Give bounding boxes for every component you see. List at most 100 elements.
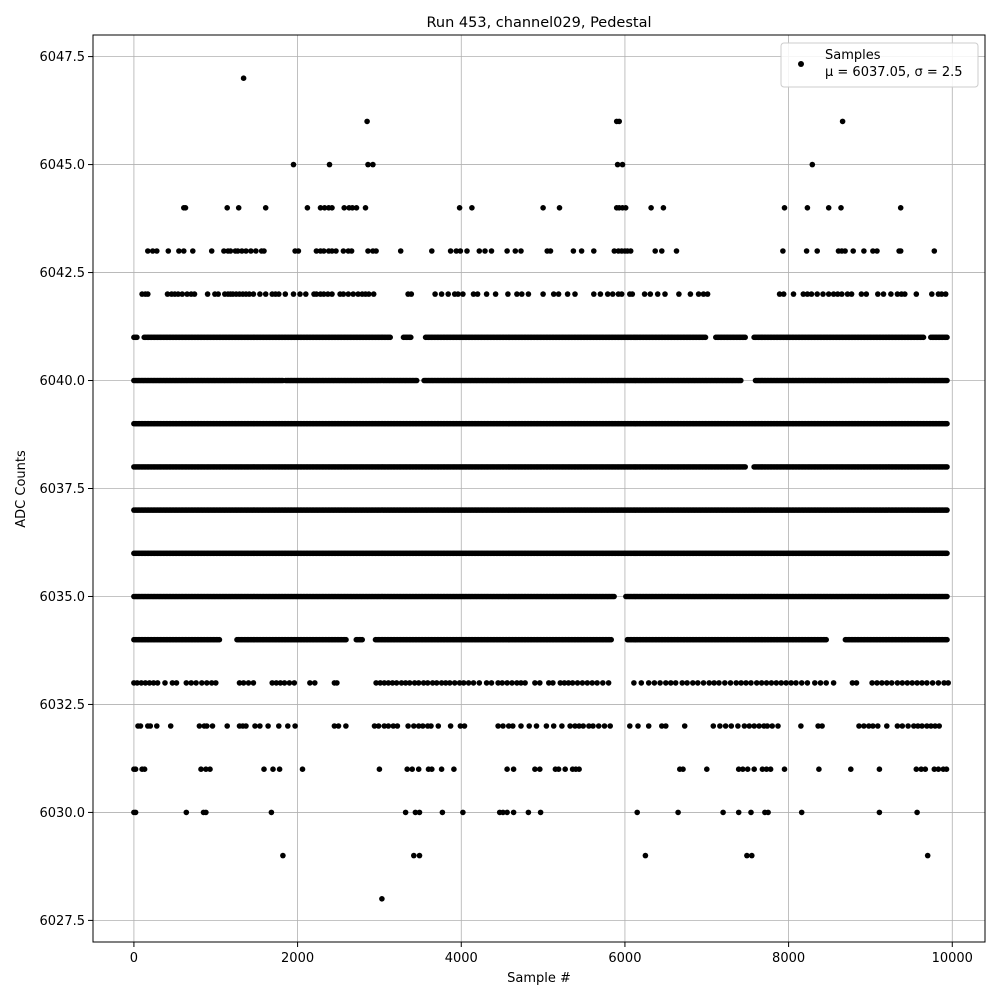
data-point xyxy=(343,723,349,729)
data-point xyxy=(540,205,546,211)
y-tick-label: 6030.0 xyxy=(40,806,86,821)
data-point xyxy=(584,680,591,686)
x-tick-label: 2000 xyxy=(281,951,314,966)
data-point xyxy=(276,723,282,729)
data-point xyxy=(447,248,454,254)
data-point xyxy=(778,680,784,686)
data-point xyxy=(398,680,405,686)
data-point xyxy=(928,723,934,729)
data-point xyxy=(839,118,846,125)
data-point xyxy=(751,766,757,772)
data-point xyxy=(741,723,748,729)
data-point xyxy=(550,680,556,686)
data-point xyxy=(875,723,881,729)
data-point xyxy=(483,291,490,297)
data-point xyxy=(914,680,920,686)
data-point xyxy=(429,766,435,772)
data-point xyxy=(763,680,770,686)
data-point xyxy=(406,680,413,686)
data-point xyxy=(798,809,805,816)
data-point xyxy=(888,680,895,686)
data-point xyxy=(402,680,409,686)
data-point xyxy=(681,723,688,729)
data-point xyxy=(359,636,366,643)
y-tick-label: 6047.5 xyxy=(40,50,86,65)
data-point xyxy=(579,680,586,686)
data-point xyxy=(408,291,415,297)
data-point xyxy=(176,248,182,254)
data-point xyxy=(253,248,259,254)
data-point xyxy=(381,723,388,729)
data-point xyxy=(331,723,338,729)
data-point xyxy=(654,291,661,297)
data-point xyxy=(333,248,339,254)
data-point xyxy=(370,161,376,168)
data-point xyxy=(748,809,754,816)
data-point xyxy=(198,766,204,772)
data-point xyxy=(235,205,242,211)
data-point xyxy=(299,766,306,772)
data-point xyxy=(861,723,867,729)
data-point xyxy=(405,723,411,729)
data-point xyxy=(196,723,203,729)
data-point xyxy=(742,464,748,470)
data-point xyxy=(848,766,854,772)
data-point xyxy=(591,248,597,254)
data-point xyxy=(924,680,930,686)
data-point xyxy=(224,205,230,211)
y-tick-label: 6035.0 xyxy=(40,590,86,605)
data-point xyxy=(700,680,707,686)
data-point xyxy=(627,248,634,254)
data-point xyxy=(601,723,608,729)
data-point xyxy=(788,680,794,686)
data-point xyxy=(340,248,347,254)
data-point xyxy=(366,291,372,297)
data-point xyxy=(376,766,383,772)
data-point xyxy=(870,248,876,254)
data-point xyxy=(924,852,931,859)
data-point xyxy=(132,766,139,772)
data-point xyxy=(769,723,775,729)
data-point xyxy=(576,766,582,772)
data-point xyxy=(313,248,320,254)
data-point xyxy=(913,766,920,772)
data-point xyxy=(411,723,417,729)
data-point xyxy=(518,680,524,686)
data-point xyxy=(164,291,171,297)
data-point xyxy=(510,809,517,816)
data-point xyxy=(341,205,348,211)
data-point xyxy=(874,248,880,254)
y-tick-label: 6042.5 xyxy=(40,266,86,281)
data-point xyxy=(875,291,881,297)
data-point xyxy=(753,680,760,686)
data-point xyxy=(203,809,209,816)
data-point xyxy=(746,723,753,729)
data-point xyxy=(365,161,371,168)
data-point xyxy=(349,205,356,211)
data-point xyxy=(816,766,822,772)
data-point xyxy=(570,248,577,254)
data-point xyxy=(191,291,198,297)
data-point xyxy=(645,680,652,686)
data-point xyxy=(313,291,320,297)
data-point xyxy=(510,766,517,772)
data-point xyxy=(537,809,544,816)
data-point xyxy=(416,852,423,859)
data-point xyxy=(420,680,427,686)
data-point xyxy=(899,680,906,686)
data-point xyxy=(663,723,669,729)
data-point xyxy=(317,205,324,211)
data-point xyxy=(469,205,475,211)
data-point xyxy=(500,809,506,816)
data-point xyxy=(385,680,392,686)
data-point xyxy=(416,809,423,816)
data-point xyxy=(627,723,633,729)
data-point xyxy=(580,723,586,729)
data-point xyxy=(815,723,821,729)
data-point xyxy=(204,291,211,297)
data-point xyxy=(702,334,709,341)
data-point xyxy=(717,723,723,729)
data-point xyxy=(433,680,440,686)
data-point xyxy=(429,248,435,254)
